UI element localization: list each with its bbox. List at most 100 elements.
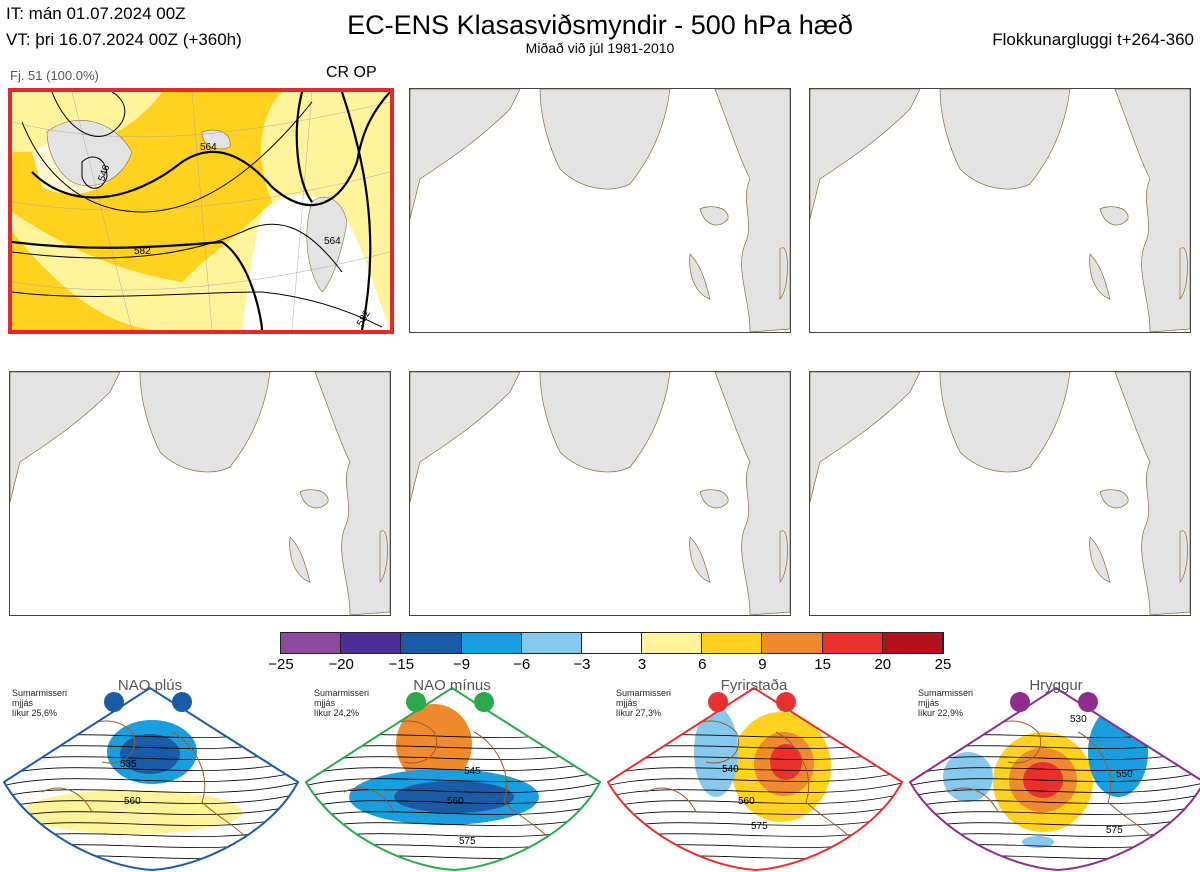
page-subtitle: Miðað við júl 1981-2010: [525, 40, 675, 56]
contour-label: 560: [124, 796, 141, 807]
coastline-map: [10, 372, 390, 615]
regime-map: 530 550 575: [908, 686, 1200, 872]
regime-marker: [776, 692, 796, 712]
cluster-map-panel: [9, 371, 391, 616]
contour-label: 550: [1116, 769, 1133, 780]
regime-season: Sumarmisseri mjjás líkur 27,3%: [616, 688, 671, 718]
contour-label: 564: [200, 142, 217, 153]
regime-title: Hryggur: [1029, 677, 1083, 694]
regime-season-line: Sumarmisseri: [918, 688, 974, 698]
height-contour: [910, 781, 1200, 798]
height-contour: [608, 770, 902, 787]
regime-outline: [2, 686, 300, 872]
colorbar-segment: [401, 633, 462, 653]
contour-label: 575: [459, 836, 476, 847]
colorbar-segment: [521, 633, 582, 653]
window-label: Flokkunargluggi t+264-360: [992, 30, 1194, 49]
init-time: IT: mán 01.07.2024 00Z: [6, 4, 186, 23]
coastline-map: [410, 89, 790, 332]
height-contour: [4, 770, 298, 787]
anomaly-blob: [694, 707, 738, 797]
anomaly-blob: [396, 704, 472, 784]
anomaly-blob: [394, 781, 514, 813]
contour-label: 545: [464, 766, 481, 777]
contour-label: 535: [120, 759, 137, 770]
height-contour: [306, 792, 600, 809]
regime-season-line: líkur 27,3%: [616, 708, 662, 718]
regime-map: 545 560 575: [304, 686, 602, 872]
page-title: EC-ENS Klasasviðsmyndir - 500 hPa hæð: [347, 10, 853, 40]
colorbar-tick-label: −25: [268, 656, 294, 673]
height-contour: [608, 803, 902, 820]
contour-label: 575: [751, 821, 768, 832]
cluster-map-panel: [809, 88, 1191, 333]
regime-marker: [1078, 692, 1098, 712]
colorbar-tick-label: 15: [814, 656, 831, 673]
regime-season-line: Sumarmisseri: [12, 688, 68, 698]
regime-season-line: mjjás: [918, 698, 940, 708]
regime-title: NAO plús: [117, 677, 183, 694]
anomaly-blob: [1022, 836, 1054, 848]
cluster-map-panel: [809, 371, 1191, 616]
height-contour: [306, 770, 600, 787]
colorbar-tick-label: 9: [758, 656, 767, 673]
height-contour: [910, 770, 1200, 787]
colorbar-tick-label: −15: [388, 656, 415, 673]
height-contour: [4, 803, 298, 820]
colorbar-tick-label: −20: [328, 656, 354, 673]
contour-label: 564: [324, 236, 341, 247]
height-contour: [910, 792, 1200, 809]
coastline-map: [810, 89, 1190, 332]
regime-season: Sumarmisseri mjjás líkur 22,9%: [918, 688, 973, 718]
colorbar-tick-label: 3: [637, 656, 647, 673]
regime-season-line: mjjás: [12, 698, 34, 708]
contour-label: 540: [722, 764, 739, 775]
colorbar-tick-label: −3: [573, 656, 591, 673]
regime-title: NAO mínus: [413, 677, 491, 694]
crop-label: CR OP: [326, 64, 377, 81]
regime-season-line: Sumarmisseri: [314, 688, 370, 698]
regime-season-line: líkur 22,9%: [918, 708, 964, 718]
height-contour: [306, 781, 600, 798]
regime-marker: [406, 692, 426, 712]
anomaly-blob: [1088, 707, 1148, 797]
regime-season-line: líkur 25,6%: [12, 708, 58, 718]
regime-season: Sumarmisseri mjjás líkur 25,6%: [12, 688, 67, 718]
colorbar-tick-label: 25: [934, 656, 952, 673]
height-contour: [4, 792, 298, 809]
cluster-map-panel: 546 564 564 582 582: [8, 88, 394, 334]
regime-season: Sumarmisseri mjjás líkur 24,2%: [314, 688, 369, 718]
colorbar-segment: [762, 633, 823, 653]
regime-marker: [474, 692, 494, 712]
regime-marker: [104, 692, 124, 712]
regime-marker: [172, 692, 192, 712]
colorbar-segment: [281, 633, 342, 653]
height-contour: [910, 759, 1200, 776]
regime-season-line: líkur 24,2%: [314, 708, 360, 718]
height-contour: [306, 759, 600, 776]
valid-time: VT: þri 16.07.2024 00Z (+360h): [6, 30, 242, 49]
colorbar-tick-label: −9: [452, 656, 471, 673]
colorbar-tick-label: −6: [513, 656, 531, 673]
coastline-map: [810, 372, 1190, 615]
colorbar-segment: [882, 633, 943, 653]
cluster-map-panel: [409, 371, 791, 616]
colorbar-segment: [702, 633, 763, 653]
height-contour: [4, 781, 298, 798]
colorbar: [280, 632, 944, 654]
colorbar-segment: [581, 633, 643, 653]
contour-label: 560: [447, 796, 464, 807]
regime-map: 535 560: [2, 686, 300, 872]
contour-label: 575: [1106, 825, 1123, 836]
colorbar-segment: [461, 633, 522, 653]
regime-map: 540 560 575: [606, 686, 904, 872]
regime-marker: [708, 692, 728, 712]
regime-title: Fyrirstaða: [720, 677, 788, 694]
colorbar-segment: [642, 633, 703, 653]
regime-season-line: Sumarmisseri: [616, 688, 672, 698]
anomaly-blob: [770, 744, 802, 780]
contour-label: 560: [738, 796, 755, 807]
height-contour: [306, 803, 600, 820]
height-contour: [910, 803, 1200, 820]
regime-season-line: mjjás: [314, 698, 336, 708]
